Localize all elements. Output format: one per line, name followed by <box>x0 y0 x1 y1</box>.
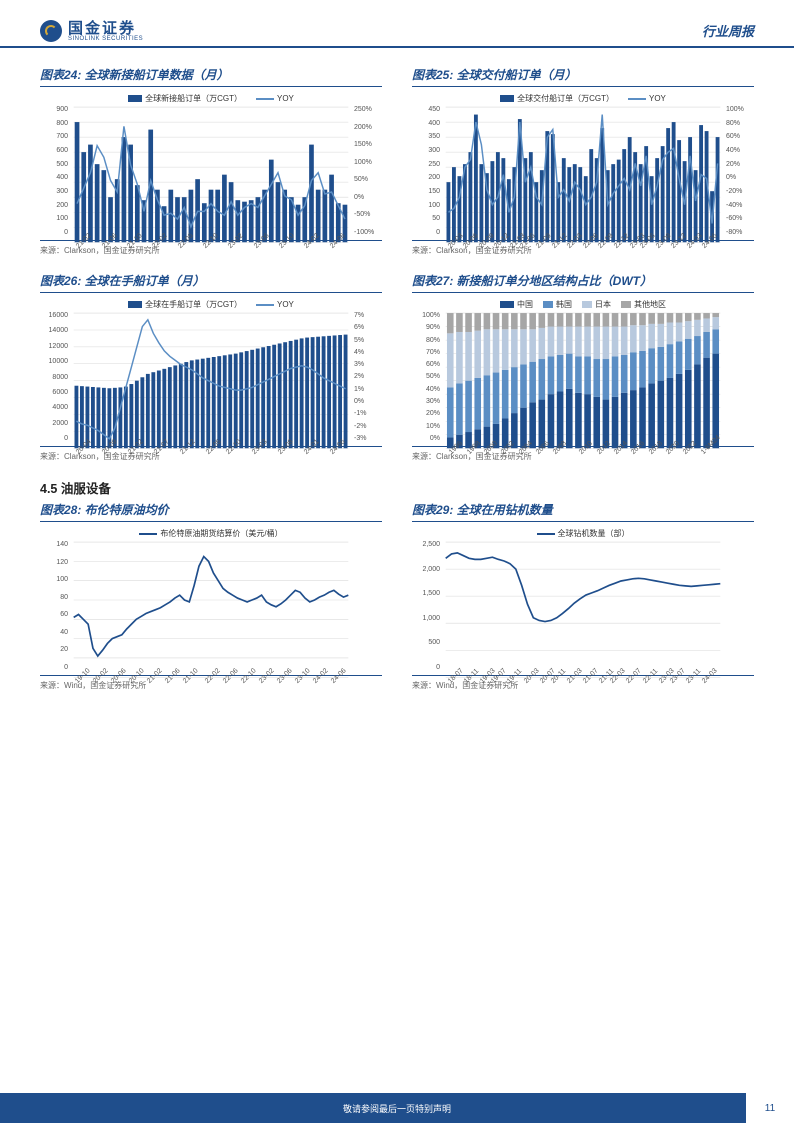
chart-legend: 全球新接船订单（万CGT） YOY <box>40 87 382 106</box>
section-heading-4-5: 4.5 油服设备 <box>40 478 754 497</box>
chart-25: 图表25: 全球交付船订单（月） 全球交付船订单（万CGT） YOY 45040… <box>412 64 754 256</box>
logo-mark-icon <box>40 20 62 42</box>
chart-plot-area: 9008007006005004003002001000 250%200%150… <box>40 106 382 236</box>
chart-28: 图表28: 布伦特原油均价 布伦特原油期货结算价（美元/桶） 140120100… <box>40 499 382 691</box>
chart-title: 图表24: 全球新接船订单数据（月） <box>40 64 382 87</box>
chart-legend: 全球交付船订单（万CGT） YOY <box>412 87 754 106</box>
footer-disclaimer: 敬请参阅最后一页特别声明 <box>343 1102 451 1115</box>
chart-title: 图表27: 新接船订单分地区结构占比（DWT） <box>412 270 754 293</box>
page-number: 11 <box>746 1093 794 1123</box>
page-header: 国金证券 SINOLINK SECURITIES 行业周报 <box>0 0 794 48</box>
chart-plot-area: 140120100806040200 19-1020-0220-0620-102… <box>40 541 382 671</box>
chart-title: 图表26: 全球在手船订单（月） <box>40 270 382 293</box>
page-content: 图表24: 全球新接船订单数据（月） 全球新接船订单（万CGT） YOY 900… <box>0 48 794 691</box>
chart-plot-area: 2,5002,0001,5001,0005000 18-0718-1119-03… <box>412 541 754 671</box>
chart-27: 图表27: 新接船订单分地区结构占比（DWT） 中国 韩国 日本 其他地区 10… <box>412 270 754 462</box>
brand-name-cn: 国金证券 <box>68 21 143 36</box>
chart-title: 图表25: 全球交付船订单（月） <box>412 64 754 87</box>
page-footer: 敬请参阅最后一页特别声明 11 <box>0 1093 794 1123</box>
chart-plot-area: 450400350300250200150100500 100%80%60%40… <box>412 106 754 236</box>
chart-title: 图表28: 布伦特原油均价 <box>40 499 382 522</box>
chart-legend: 全球钻机数量（部） <box>412 522 754 541</box>
chart-plot-area: 100%90%80%70%60%50%40%30%20%10%0% 199619… <box>412 312 754 442</box>
chart-legend: 布伦特原油期货结算价（美元/桶） <box>40 522 382 541</box>
chart-legend: 中国 韩国 日本 其他地区 <box>412 293 754 312</box>
chart-26: 图表26: 全球在手船订单（月） 全球在手船订单（万CGT） YOY 16000… <box>40 270 382 462</box>
brand-name-en: SINOLINK SECURITIES <box>68 36 143 42</box>
chart-plot-area: 1600014000120001000080006000400020000 7%… <box>40 312 382 442</box>
report-type: 行业周报 <box>702 21 754 42</box>
chart-29: 图表29: 全球在用钻机数量 全球钻机数量（部） 2,5002,0001,500… <box>412 499 754 691</box>
chart-legend: 全球在手船订单（万CGT） YOY <box>40 293 382 312</box>
chart-24: 图表24: 全球新接船订单数据（月） 全球新接船订单（万CGT） YOY 900… <box>40 64 382 256</box>
chart-title: 图表29: 全球在用钻机数量 <box>412 499 754 522</box>
brand-logo: 国金证券 SINOLINK SECURITIES <box>40 20 143 42</box>
